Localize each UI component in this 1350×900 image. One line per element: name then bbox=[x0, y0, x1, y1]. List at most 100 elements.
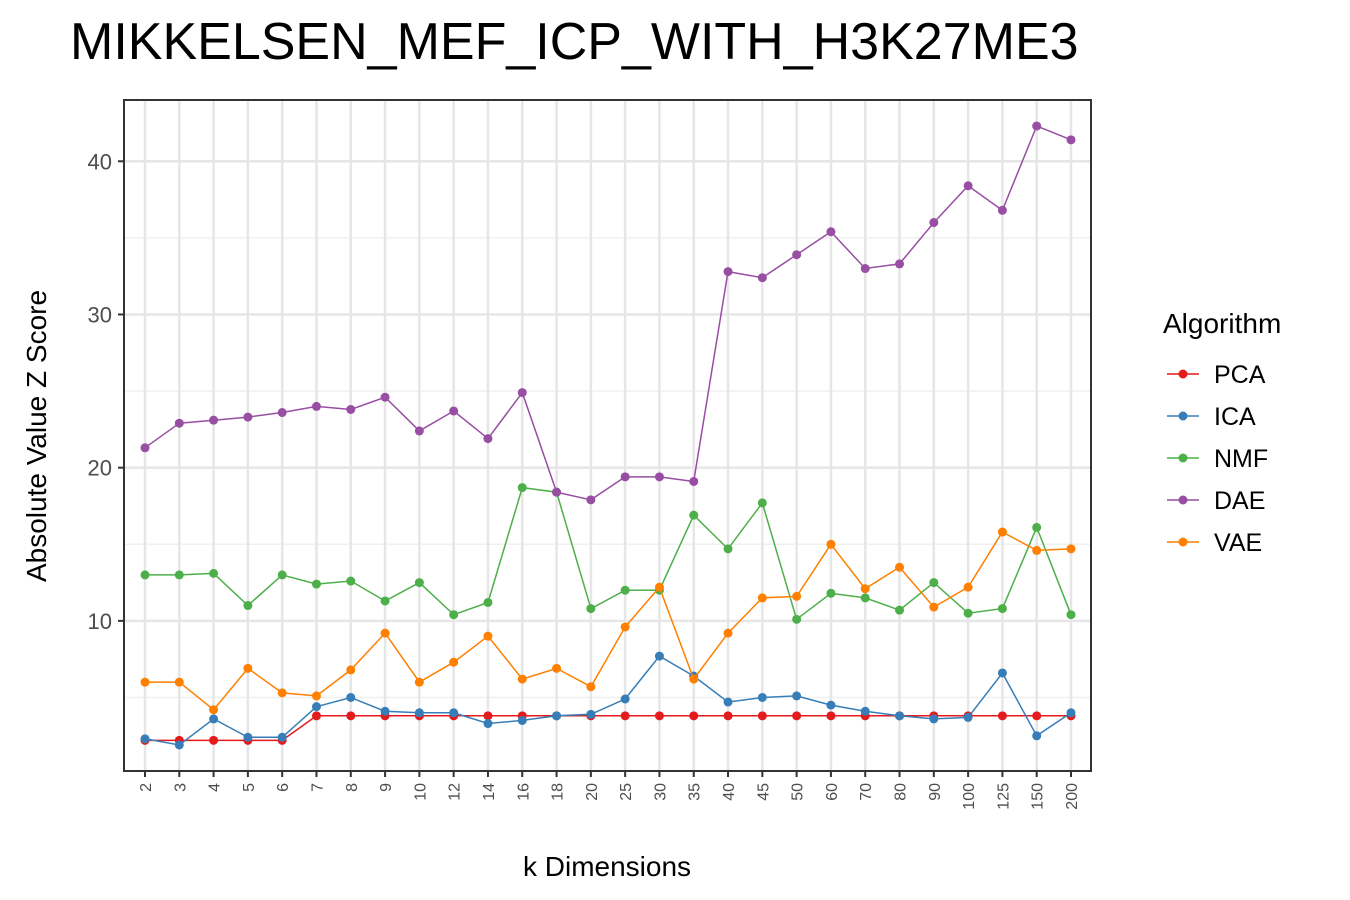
data-point-vae bbox=[1066, 544, 1076, 554]
data-point-ica bbox=[311, 702, 321, 712]
data-point-ica bbox=[174, 740, 184, 750]
data-point-ica bbox=[517, 715, 527, 725]
data-point-ica bbox=[1066, 708, 1076, 718]
data-point-vae bbox=[792, 591, 802, 601]
x-tick-label: 5 bbox=[241, 783, 258, 792]
data-point-vae bbox=[997, 527, 1007, 537]
data-point-ica bbox=[997, 668, 1007, 678]
legend-key-point bbox=[1178, 369, 1188, 379]
data-point-nmf bbox=[723, 544, 733, 554]
data-point-ica bbox=[1032, 731, 1042, 741]
data-point-pca bbox=[654, 711, 664, 721]
data-point-nmf bbox=[140, 570, 150, 580]
legend-item-ica: ICA bbox=[1167, 403, 1256, 431]
data-point-pca bbox=[997, 711, 1007, 721]
data-point-pca bbox=[483, 711, 493, 721]
x-tick-label: 40 bbox=[721, 783, 738, 801]
data-point-nmf bbox=[174, 570, 184, 580]
data-point-vae bbox=[414, 677, 424, 687]
data-point-vae bbox=[757, 593, 767, 603]
data-point-pca bbox=[757, 711, 767, 721]
data-point-dae bbox=[826, 227, 836, 237]
data-point-nmf bbox=[860, 593, 870, 603]
x-tick-label: 14 bbox=[481, 783, 498, 801]
data-point-dae bbox=[997, 205, 1007, 215]
data-point-pca bbox=[1032, 711, 1042, 721]
data-point-ica bbox=[277, 732, 287, 742]
data-point-vae bbox=[654, 582, 664, 592]
data-point-pca bbox=[826, 711, 836, 721]
data-point-ica bbox=[586, 709, 596, 719]
data-point-ica bbox=[449, 708, 459, 718]
x-tick-label: 7 bbox=[309, 783, 326, 792]
data-point-dae bbox=[654, 472, 664, 482]
legend-item-dae: DAE bbox=[1167, 487, 1265, 515]
data-point-dae bbox=[414, 426, 424, 436]
series-dae bbox=[140, 121, 1076, 505]
data-point-ica bbox=[414, 708, 424, 718]
data-point-nmf bbox=[449, 610, 459, 620]
data-point-vae bbox=[895, 562, 905, 572]
x-tick-label: 9 bbox=[378, 783, 395, 792]
data-point-vae bbox=[346, 665, 356, 675]
y-axis-title: Absolute Value Z Score bbox=[21, 290, 52, 582]
data-point-ica bbox=[757, 692, 767, 702]
data-point-dae bbox=[449, 406, 459, 416]
data-point-dae bbox=[380, 392, 390, 402]
data-point-nmf bbox=[1066, 610, 1076, 620]
data-point-ica bbox=[963, 712, 973, 722]
data-point-dae bbox=[895, 259, 905, 269]
x-tick-label: 12 bbox=[447, 783, 464, 801]
data-point-dae bbox=[243, 412, 253, 422]
data-point-ica bbox=[860, 706, 870, 716]
data-point-dae bbox=[277, 408, 287, 418]
series-line-nmf bbox=[145, 486, 1072, 621]
data-point-dae bbox=[963, 181, 973, 191]
chart-title: MIKKELSEN_MEF_ICP_WITH_H3K27ME3 bbox=[70, 13, 1079, 71]
data-point-dae bbox=[1066, 135, 1076, 145]
data-point-vae bbox=[174, 677, 184, 687]
data-point-dae bbox=[757, 273, 767, 283]
data-point-vae bbox=[620, 622, 630, 632]
data-point-ica bbox=[929, 714, 939, 724]
data-point-nmf bbox=[757, 498, 767, 508]
data-point-nmf bbox=[792, 614, 802, 624]
data-point-ica bbox=[723, 697, 733, 707]
data-point-ica bbox=[895, 711, 905, 721]
data-point-nmf bbox=[311, 579, 321, 589]
data-point-vae bbox=[449, 657, 459, 667]
series-line-vae bbox=[145, 531, 1072, 711]
x-tick-label: 100 bbox=[961, 783, 978, 810]
data-point-vae bbox=[826, 539, 836, 549]
data-point-nmf bbox=[586, 604, 596, 614]
data-point-ica bbox=[243, 732, 253, 742]
data-point-vae bbox=[483, 631, 493, 641]
data-point-vae bbox=[140, 677, 150, 687]
data-point-vae bbox=[380, 628, 390, 638]
data-point-dae bbox=[140, 443, 150, 453]
data-point-dae bbox=[1032, 121, 1042, 131]
data-point-pca bbox=[209, 735, 219, 745]
data-point-nmf bbox=[826, 588, 836, 598]
legend-item-pca: PCA bbox=[1167, 361, 1266, 389]
y-tick-label: 10 bbox=[88, 609, 112, 634]
x-tick-label: 18 bbox=[550, 783, 567, 801]
data-point-dae bbox=[552, 487, 562, 497]
data-point-nmf bbox=[243, 601, 253, 611]
data-point-vae bbox=[277, 688, 287, 698]
data-point-vae bbox=[586, 682, 596, 692]
data-point-vae bbox=[552, 663, 562, 673]
data-point-dae bbox=[723, 267, 733, 277]
legend-key-point bbox=[1178, 411, 1188, 421]
x-tick-label: 125 bbox=[995, 783, 1012, 810]
x-tick-label: 4 bbox=[207, 783, 224, 792]
data-point-dae bbox=[689, 476, 699, 486]
x-tick-label: 200 bbox=[1064, 783, 1081, 810]
data-point-ica bbox=[826, 700, 836, 710]
x-tick-label: 8 bbox=[344, 783, 361, 792]
data-point-dae bbox=[860, 264, 870, 274]
x-tick-label: 50 bbox=[790, 783, 807, 801]
legend-key-point bbox=[1178, 495, 1188, 505]
